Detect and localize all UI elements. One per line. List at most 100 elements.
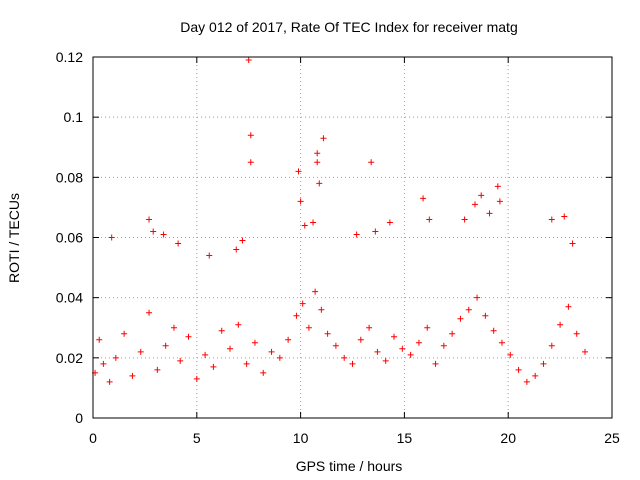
data-point [523, 378, 530, 385]
x-tick-label: 25 [604, 430, 620, 446]
y-axis-label: ROTI / TECUs [6, 193, 22, 283]
data-point [432, 360, 439, 367]
data-point [314, 159, 321, 166]
data-point [386, 219, 393, 226]
data-point [482, 312, 489, 319]
data-point [515, 366, 522, 373]
data-point [276, 354, 283, 361]
data-point [496, 198, 503, 205]
data-point [366, 324, 373, 331]
data-point [314, 150, 321, 157]
data-point [218, 327, 225, 334]
data-point [260, 369, 267, 376]
data-point [372, 228, 379, 235]
data-point [247, 159, 254, 166]
data-point [316, 180, 323, 187]
x-tick-label: 20 [500, 430, 516, 446]
y-tick-label: 0 [75, 410, 83, 426]
data-point [320, 135, 327, 142]
y-tick-label: 0.04 [56, 290, 83, 306]
data-point [486, 210, 493, 217]
data-point [457, 315, 464, 322]
data-point [129, 372, 136, 379]
data-point [399, 345, 406, 352]
data-point [548, 216, 555, 223]
data-point [295, 168, 302, 175]
data-point [382, 357, 389, 364]
data-point [407, 351, 414, 358]
data-point [465, 306, 472, 313]
data-point [540, 360, 547, 367]
y-tick-label: 0.02 [56, 350, 83, 366]
data-point [137, 348, 144, 355]
data-point [449, 330, 456, 337]
data-point [106, 378, 113, 385]
data-point [299, 300, 306, 307]
y-tick-label: 0.06 [56, 230, 83, 246]
data-point [426, 216, 433, 223]
data-point [507, 351, 514, 358]
data-point [548, 342, 555, 349]
data-point [391, 333, 398, 340]
data-point [247, 132, 254, 139]
y-axis-ticks: 0 0.02 0.04 0.06 0.08 0.1 0.12 [56, 49, 612, 426]
data-point [193, 375, 200, 382]
data-point [162, 342, 169, 349]
data-point [285, 336, 292, 343]
data-point [121, 330, 128, 337]
x-tick-label: 0 [89, 430, 97, 446]
data-point [374, 348, 381, 355]
data-point [349, 360, 356, 367]
data-point [420, 195, 427, 202]
data-point [461, 216, 468, 223]
data-point [318, 306, 325, 313]
data-point [112, 354, 119, 361]
data-point [573, 330, 580, 337]
data-point [415, 339, 422, 346]
y-tick-label: 0.1 [64, 109, 84, 125]
data-points [92, 57, 589, 385]
y-tick-label: 0.08 [56, 169, 83, 185]
data-point [471, 201, 478, 208]
data-point [185, 333, 192, 340]
data-point [233, 246, 240, 253]
data-point [424, 324, 431, 331]
data-point [268, 348, 275, 355]
data-point [561, 213, 568, 220]
data-point [235, 321, 242, 328]
data-point [341, 354, 348, 361]
data-point [478, 192, 485, 199]
data-point [175, 240, 182, 247]
data-point [154, 366, 161, 373]
data-point [239, 237, 246, 244]
data-point [245, 57, 252, 64]
data-point [490, 327, 497, 334]
data-point [494, 183, 501, 190]
data-point [177, 357, 184, 364]
data-point [297, 198, 304, 205]
data-point [146, 309, 153, 316]
data-point [310, 219, 317, 226]
data-point [150, 228, 157, 235]
data-point [210, 363, 217, 370]
data-point [305, 324, 312, 331]
data-point [202, 351, 209, 358]
data-point [170, 324, 177, 331]
x-axis-ticks: 0 5 10 15 20 25 [89, 57, 620, 446]
data-point [474, 294, 481, 301]
data-point [532, 372, 539, 379]
data-point [227, 345, 234, 352]
data-point [565, 303, 572, 310]
data-point [353, 231, 360, 238]
grid-lines [93, 57, 612, 418]
x-tick-label: 5 [193, 430, 201, 446]
x-tick-label: 15 [397, 430, 413, 446]
data-point [498, 339, 505, 346]
data-point [312, 288, 319, 295]
data-point [243, 360, 250, 367]
data-point [569, 240, 576, 247]
data-point [301, 222, 308, 229]
data-point [557, 321, 564, 328]
